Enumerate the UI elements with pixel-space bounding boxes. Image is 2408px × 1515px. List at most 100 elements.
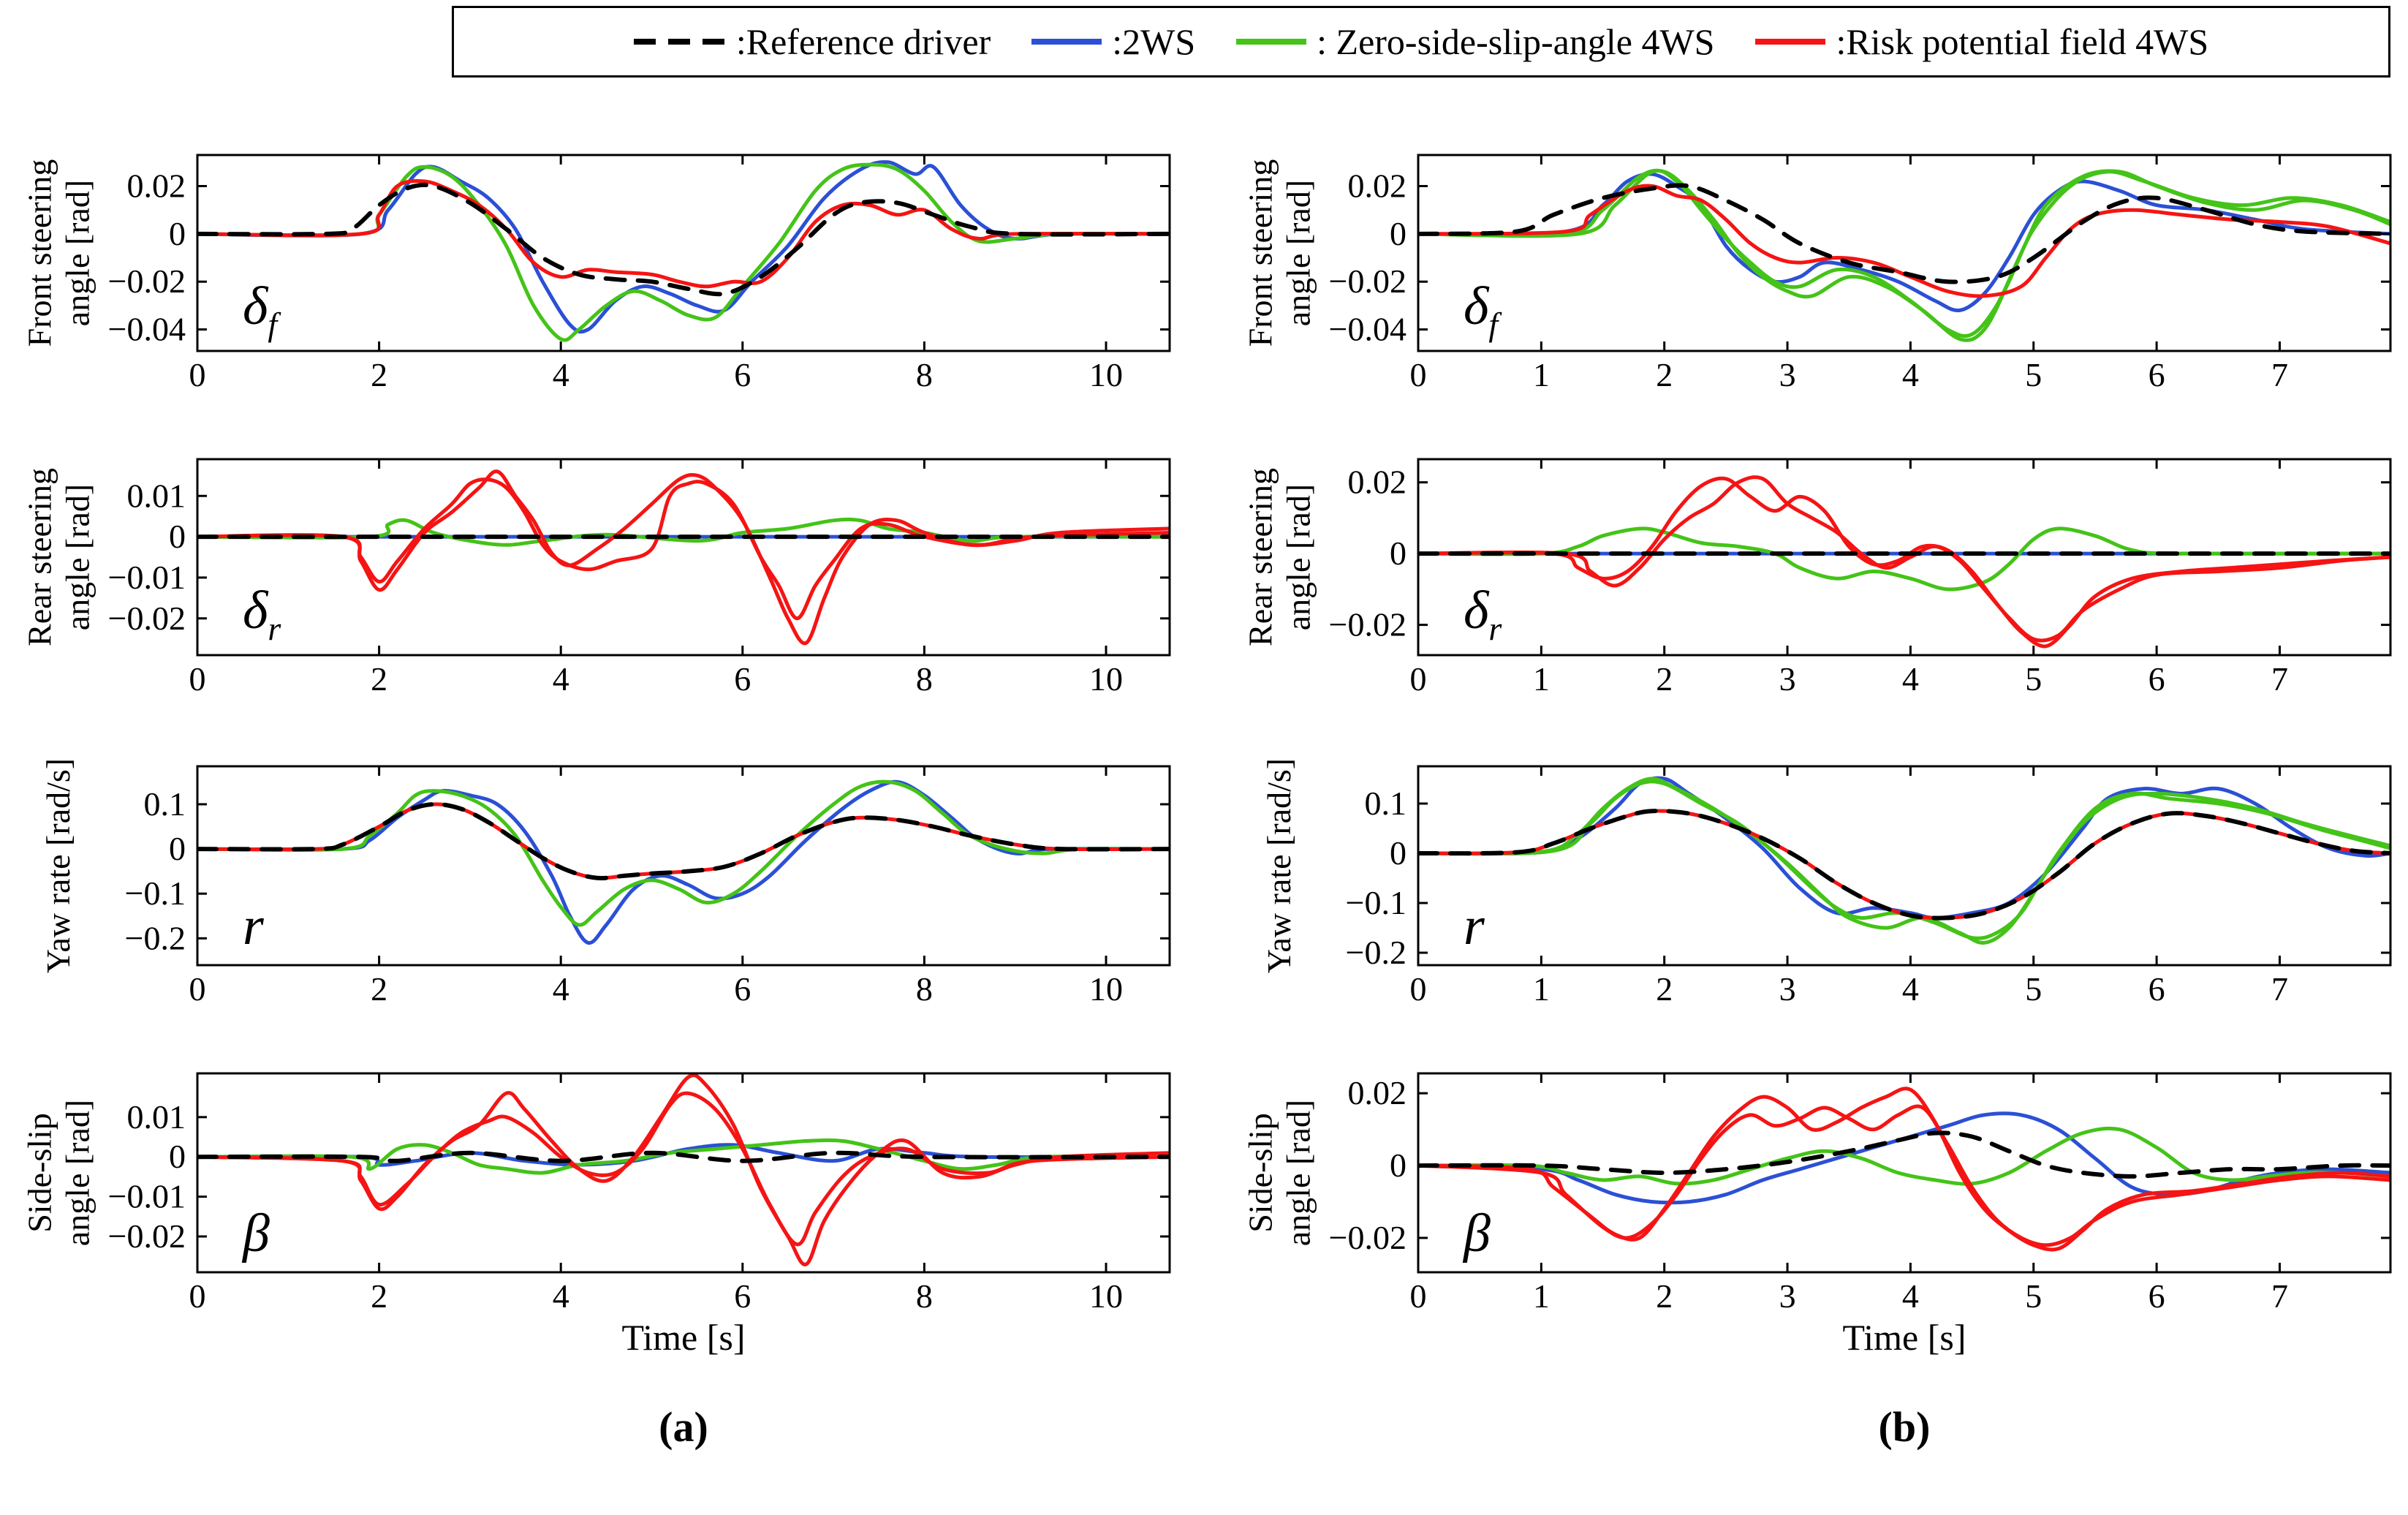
y-tick-label: −0.04 bbox=[108, 311, 186, 348]
series-reference-driver bbox=[197, 182, 1170, 297]
yaxis-label-a4: Side-slip angle [rad] bbox=[20, 1099, 96, 1247]
yaxis-label-b3: Yaw rate [rad/s] bbox=[1260, 758, 1298, 974]
x-tick-label: 2 bbox=[1656, 970, 1673, 1008]
panel-b3: 0 1 2 3 4 5 6 7 0.1 0 −0.1 −0.2 r bbox=[1346, 765, 2392, 1008]
dashed-line-icon bbox=[633, 39, 726, 45]
y-tick-label: −0.01 bbox=[108, 559, 186, 596]
y-tick-label: 0 bbox=[169, 1138, 186, 1175]
x-tick-label: 10 bbox=[1089, 970, 1123, 1008]
yaxis-label-b4: Side-slip angle [rad] bbox=[1241, 1099, 1317, 1247]
x-tick-label: 7 bbox=[2271, 660, 2288, 698]
y-tick-label: −0.1 bbox=[1346, 884, 1406, 921]
x-tick-label: 1 bbox=[1533, 970, 1550, 1008]
y-tick-label: 0.02 bbox=[1348, 1074, 1407, 1111]
y-tick-label: −0.04 bbox=[1329, 311, 1406, 348]
x-tick-label: 6 bbox=[2148, 970, 2165, 1008]
x-tick-label: 7 bbox=[2271, 1277, 2288, 1315]
caption-a: (a) bbox=[659, 1403, 708, 1451]
series-reference-driver bbox=[1418, 1130, 2390, 1179]
plot-canvas-a4: 0 2 4 6 8 100.010−0.01−0.02 bbox=[108, 1072, 1171, 1315]
y-tick-label: 0.01 bbox=[127, 477, 186, 514]
y-tick-label: 0 bbox=[1390, 534, 1406, 572]
series-risk-potential-field-4ws bbox=[1418, 184, 2390, 298]
x-tick-label: 2 bbox=[371, 1277, 387, 1315]
x-tick-label: 8 bbox=[916, 356, 933, 393]
x-tick-label: 10 bbox=[1089, 356, 1123, 393]
y-tick-label: 0 bbox=[1390, 215, 1406, 252]
series-zero-side-slip-angle-4ws-run-2 bbox=[1418, 168, 2390, 338]
series-zero-side-slip-angle-4ws bbox=[197, 162, 1170, 342]
series-reference-driver bbox=[1418, 809, 2390, 921]
x-tick-label: 0 bbox=[1410, 970, 1427, 1008]
x-tick-label: 1 bbox=[1533, 356, 1550, 393]
solid-line-icon bbox=[1031, 39, 1102, 45]
yaxis-label-a2: Rear steering angle [rad] bbox=[20, 468, 96, 646]
x-tick-label: 4 bbox=[1902, 970, 1919, 1008]
x-tick-label: 10 bbox=[1089, 1277, 1123, 1315]
x-tick-label: 7 bbox=[2271, 356, 2288, 393]
x-tick-label: 3 bbox=[1779, 356, 1796, 393]
y-tick-label: −0.2 bbox=[1346, 934, 1406, 971]
plot-symbol-label-b1: δf bbox=[1464, 276, 1499, 343]
y-tick-label: −0.1 bbox=[125, 874, 186, 912]
series-reference-driver bbox=[197, 801, 1170, 880]
y-tick-label: 0 bbox=[169, 830, 186, 867]
plot-canvas-b3: 0 1 2 3 4 5 6 7 0.1 0 −0.1 −0.2 bbox=[1346, 765, 2392, 1008]
series-reference-driver bbox=[1418, 183, 2390, 284]
legend-item-2ws: :2WS bbox=[1031, 20, 1195, 63]
x-tick-label: 6 bbox=[734, 356, 751, 393]
x-tick-label: 6 bbox=[734, 660, 751, 698]
series-reference-driver bbox=[197, 1150, 1170, 1163]
panel-b4: 0 1 2 3 4 5 6 7 0.02 0 −0.02 β bbox=[1329, 1072, 2392, 1315]
x-tick-label: 10 bbox=[1089, 660, 1123, 698]
plot-symbol-label-a1: δf bbox=[243, 276, 278, 343]
x-tick-label: 6 bbox=[2148, 1277, 2165, 1315]
plot-canvas-a3: 0 2 4 6 8 10 0.1 0 −0.1 −0.2 bbox=[125, 765, 1171, 1008]
x-tick-label: 2 bbox=[1656, 356, 1673, 393]
yaxis-label-a1: Front steering angle [rad] bbox=[20, 159, 96, 347]
legend-label: :Reference driver bbox=[735, 21, 991, 62]
yaxis-label-a3: Yaw rate [rad/s] bbox=[39, 758, 77, 974]
x-tick-label: 3 bbox=[1779, 660, 1796, 698]
y-tick-label: 0.1 bbox=[144, 785, 186, 823]
x-tick-label: 4 bbox=[1902, 356, 1919, 393]
y-tick-label: 0.02 bbox=[1348, 464, 1407, 501]
plot-canvas-a2: 0 2 4 6 8 10 0.01 0 −0.01 −0.02 bbox=[108, 458, 1171, 698]
plot-symbol-label-b4: β bbox=[1464, 1204, 1491, 1263]
x-tick-label: 8 bbox=[916, 970, 933, 1008]
y-tick-label: −0.01 bbox=[108, 1178, 186, 1215]
xaxis-label-a: Time [s] bbox=[621, 1317, 746, 1358]
y-tick-label: 0 bbox=[1390, 834, 1406, 872]
x-tick-label: 2 bbox=[1656, 660, 1673, 698]
xaxis-label-b: Time [s] bbox=[1842, 1317, 1966, 1358]
series-zero-side-slip-angle-4ws bbox=[197, 779, 1170, 927]
legend-label: :2WS bbox=[1112, 21, 1196, 62]
x-tick-label: 5 bbox=[2025, 1277, 2042, 1315]
y-tick-label: 0 bbox=[169, 215, 186, 252]
x-tick-label: 6 bbox=[734, 1277, 751, 1315]
plot-canvas-b1: 0 1 2 3 4 5 6 7 0.02 0 −0.02 −0.04 bbox=[1329, 154, 2392, 393]
y-tick-label: 0.02 bbox=[1348, 167, 1407, 204]
y-tick-label: −0.02 bbox=[1329, 262, 1406, 300]
x-tick-label: 6 bbox=[2148, 356, 2165, 393]
x-tick-label: 0 bbox=[189, 660, 206, 698]
panel-b1: 0 1 2 3 4 5 6 7 0.02 0 −0.02 −0.04 δf bbox=[1329, 154, 2392, 393]
x-tick-label: 2 bbox=[1656, 1277, 1673, 1315]
x-tick-label: 7 bbox=[2271, 970, 2288, 1008]
plot-canvas-b4: 0 1 2 3 4 5 6 70.020−0.02 bbox=[1329, 1072, 2392, 1315]
x-tick-label: 4 bbox=[1902, 1277, 1919, 1315]
legend-item-risk-potential-4ws: :Risk potential field 4WS bbox=[1755, 20, 2208, 63]
y-tick-label: −0.02 bbox=[108, 1217, 186, 1255]
series-risk-potential-field-4ws bbox=[1418, 1087, 2390, 1252]
x-tick-label: 0 bbox=[1410, 356, 1427, 393]
y-tick-label: −0.2 bbox=[125, 919, 186, 956]
x-tick-label: 0 bbox=[1410, 660, 1427, 698]
x-tick-label: 8 bbox=[916, 660, 933, 698]
x-tick-label: 6 bbox=[2148, 660, 2165, 698]
series-zero-side-slip-angle-4ws bbox=[197, 1138, 1170, 1175]
x-tick-label: 0 bbox=[1410, 1277, 1427, 1315]
panel-b2: 0 1 2 3 4 5 6 7 0.02 0 −0.02 δr bbox=[1329, 458, 2392, 698]
y-tick-label: 0 bbox=[1390, 1146, 1406, 1184]
x-tick-label: 1 bbox=[1533, 1277, 1550, 1315]
y-tick-label: −0.02 bbox=[108, 262, 186, 300]
